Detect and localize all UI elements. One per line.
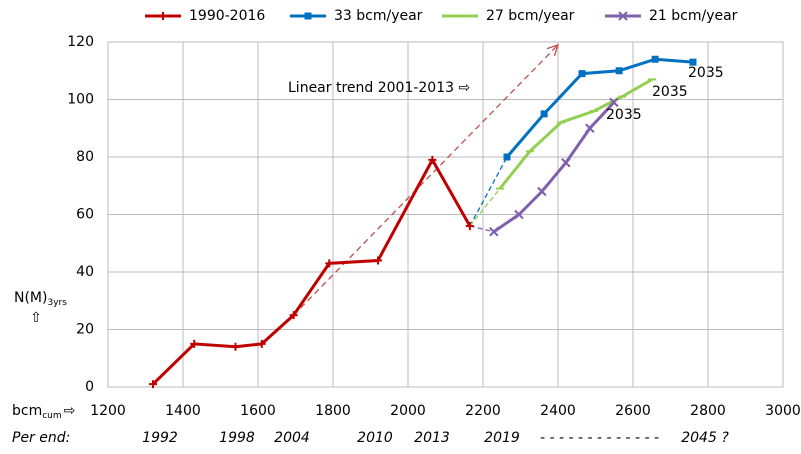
x-label-sub: cum [42,411,61,421]
trend-line [293,45,558,316]
point [540,110,548,118]
x-tick-label: 1800 [315,403,351,419]
y-tick-label: 120 [67,34,94,50]
x-tick-label: 2400 [540,403,576,419]
point [503,153,511,161]
point [325,259,334,268]
y-label-sub: 3yrs [47,298,67,308]
legend-label: 21 bcm/year [649,8,738,24]
legend-marker [618,11,628,21]
x-axis-label: bcmcum ⇨ [12,403,75,421]
point [149,380,157,389]
x-tick-label: 2200 [465,403,501,419]
point [465,222,474,230]
point [578,70,586,78]
period-label: 2013 [414,430,450,446]
period-label: 1998 [219,430,255,446]
y-axis-label: N(M)3yrs [14,290,67,308]
x-tick-label: 2000 [390,403,426,419]
y-tick-label: 20 [76,322,94,338]
y-tick-label: 40 [76,264,94,280]
point [428,155,437,164]
period-label: - - - - - - - - - - - - - [540,430,659,446]
series-line [505,57,694,158]
y-tick-label: 80 [76,149,94,165]
legend-label: 1990-2016 [189,8,265,24]
period-label: 2010 [357,430,393,446]
end-label: 2035 [606,107,642,123]
x-tick-label: 3000 [765,403,801,419]
point [489,227,499,237]
period-title: Per end: [12,430,70,446]
x-tick-label: 1200 [90,403,126,419]
legend-marker [304,12,312,20]
point [231,342,240,351]
series-line [498,78,653,190]
end-label: 2035 [688,65,724,81]
point [561,158,571,168]
point [585,123,595,133]
legend-label: 33 bcm/year [334,8,423,24]
end-label: 2035 [652,84,688,100]
y-label-main: N(M) [14,290,47,306]
period-label: 2004 [274,430,310,446]
period-label: 1992 [142,430,178,446]
point [374,256,382,265]
point [651,55,659,63]
point [257,339,266,348]
y-tick-label: 60 [76,207,94,223]
x-tick-label: 1600 [240,403,276,419]
point [609,97,619,108]
connector [469,156,508,227]
point [689,58,697,66]
y-tick-label: 0 [85,379,94,395]
period-label: 2019 [484,430,520,446]
period-label: 2045 ? [681,430,729,446]
legend-label: 27 bcm/year [486,8,575,24]
point [289,311,298,320]
point [514,209,524,220]
y-tick-label: 100 [67,92,94,108]
point [537,186,547,197]
point [615,67,623,75]
x-tick-label: 2600 [615,403,651,419]
trend-label: Linear trend 2001-2013 ⇨ [288,80,470,96]
x-label-arrow: ⇨ [64,403,76,419]
x-tick-label: 2800 [690,403,726,419]
x-tick-label: 1400 [165,403,201,419]
legend-marker [159,12,167,20]
point [190,339,199,348]
y-label-arrow: ⇧ [30,310,42,326]
x-label-main: bcm [12,403,42,419]
